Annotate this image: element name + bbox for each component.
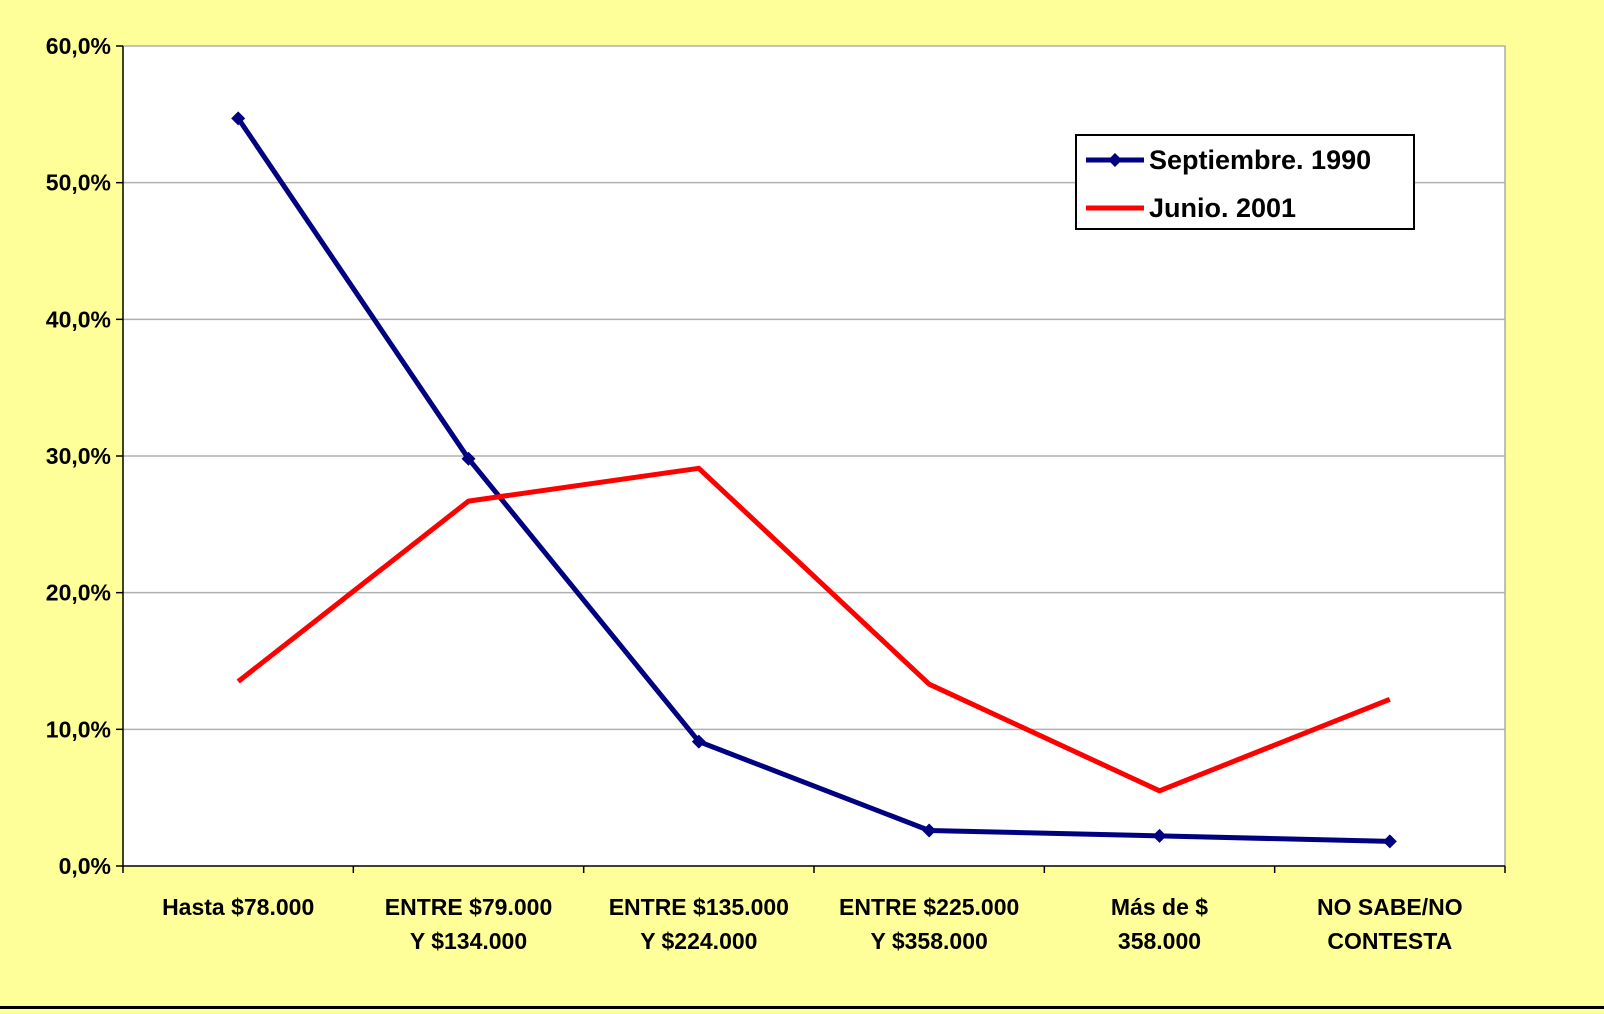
- x-tick-label: Más de $: [1111, 894, 1208, 920]
- series-line: [236, 116, 1390, 844]
- x-tick-label: Y $224.000: [640, 928, 757, 954]
- data-point: [922, 823, 937, 838]
- y-tick-label: 10,0%: [46, 716, 111, 742]
- x-axis-ticks: Hasta $78.000 ENTRE $79.000 Y $134.000 ENTR…: [122, 866, 1506, 954]
- legend-box: [1075, 134, 1415, 230]
- series-line: [236, 465, 1391, 794]
- legend-label: Septiembre. 1990: [1149, 145, 1371, 175]
- y-axis-ticks: 0,0% 10,0% 20,0% 30,0% 40,0% 50,0% 60,0%: [46, 33, 123, 879]
- y-tick-label: 0,0%: [59, 853, 111, 879]
- y-tick-label: 50,0%: [46, 170, 111, 196]
- data-point: [231, 111, 246, 126]
- series-group: [231, 111, 1397, 849]
- legend-marker: [1108, 153, 1122, 167]
- data-point: [461, 451, 476, 466]
- x-tick-label: Y $134.000: [410, 928, 527, 954]
- y-tick-label: 30,0%: [46, 443, 111, 469]
- x-tick-label: ENTRE $225.000: [839, 894, 1019, 920]
- x-tick-label: Hasta $78.000: [162, 894, 314, 920]
- x-tick-label: 358.000: [1118, 928, 1201, 954]
- x-tick-label: Y $358.000: [871, 928, 988, 954]
- x-tick-label: NO SABE/NO: [1317, 894, 1463, 920]
- data-point: [1382, 834, 1397, 849]
- y-tick-label: 40,0%: [46, 306, 111, 332]
- y-tick-label: 60,0%: [46, 33, 111, 59]
- bottom-border: [0, 1006, 1604, 1009]
- x-tick-label: ENTRE $79.000: [385, 894, 552, 920]
- y-tick-label: 20,0%: [46, 580, 111, 606]
- x-tick-label: ENTRE $135.000: [609, 894, 789, 920]
- legend-label: Junio. 2001: [1149, 193, 1296, 223]
- legend: Septiembre. 1990 Junio. 2001: [1075, 134, 1415, 230]
- data-point: [691, 734, 706, 749]
- x-tick-label: CONTESTA: [1327, 928, 1452, 954]
- data-point: [1152, 828, 1167, 843]
